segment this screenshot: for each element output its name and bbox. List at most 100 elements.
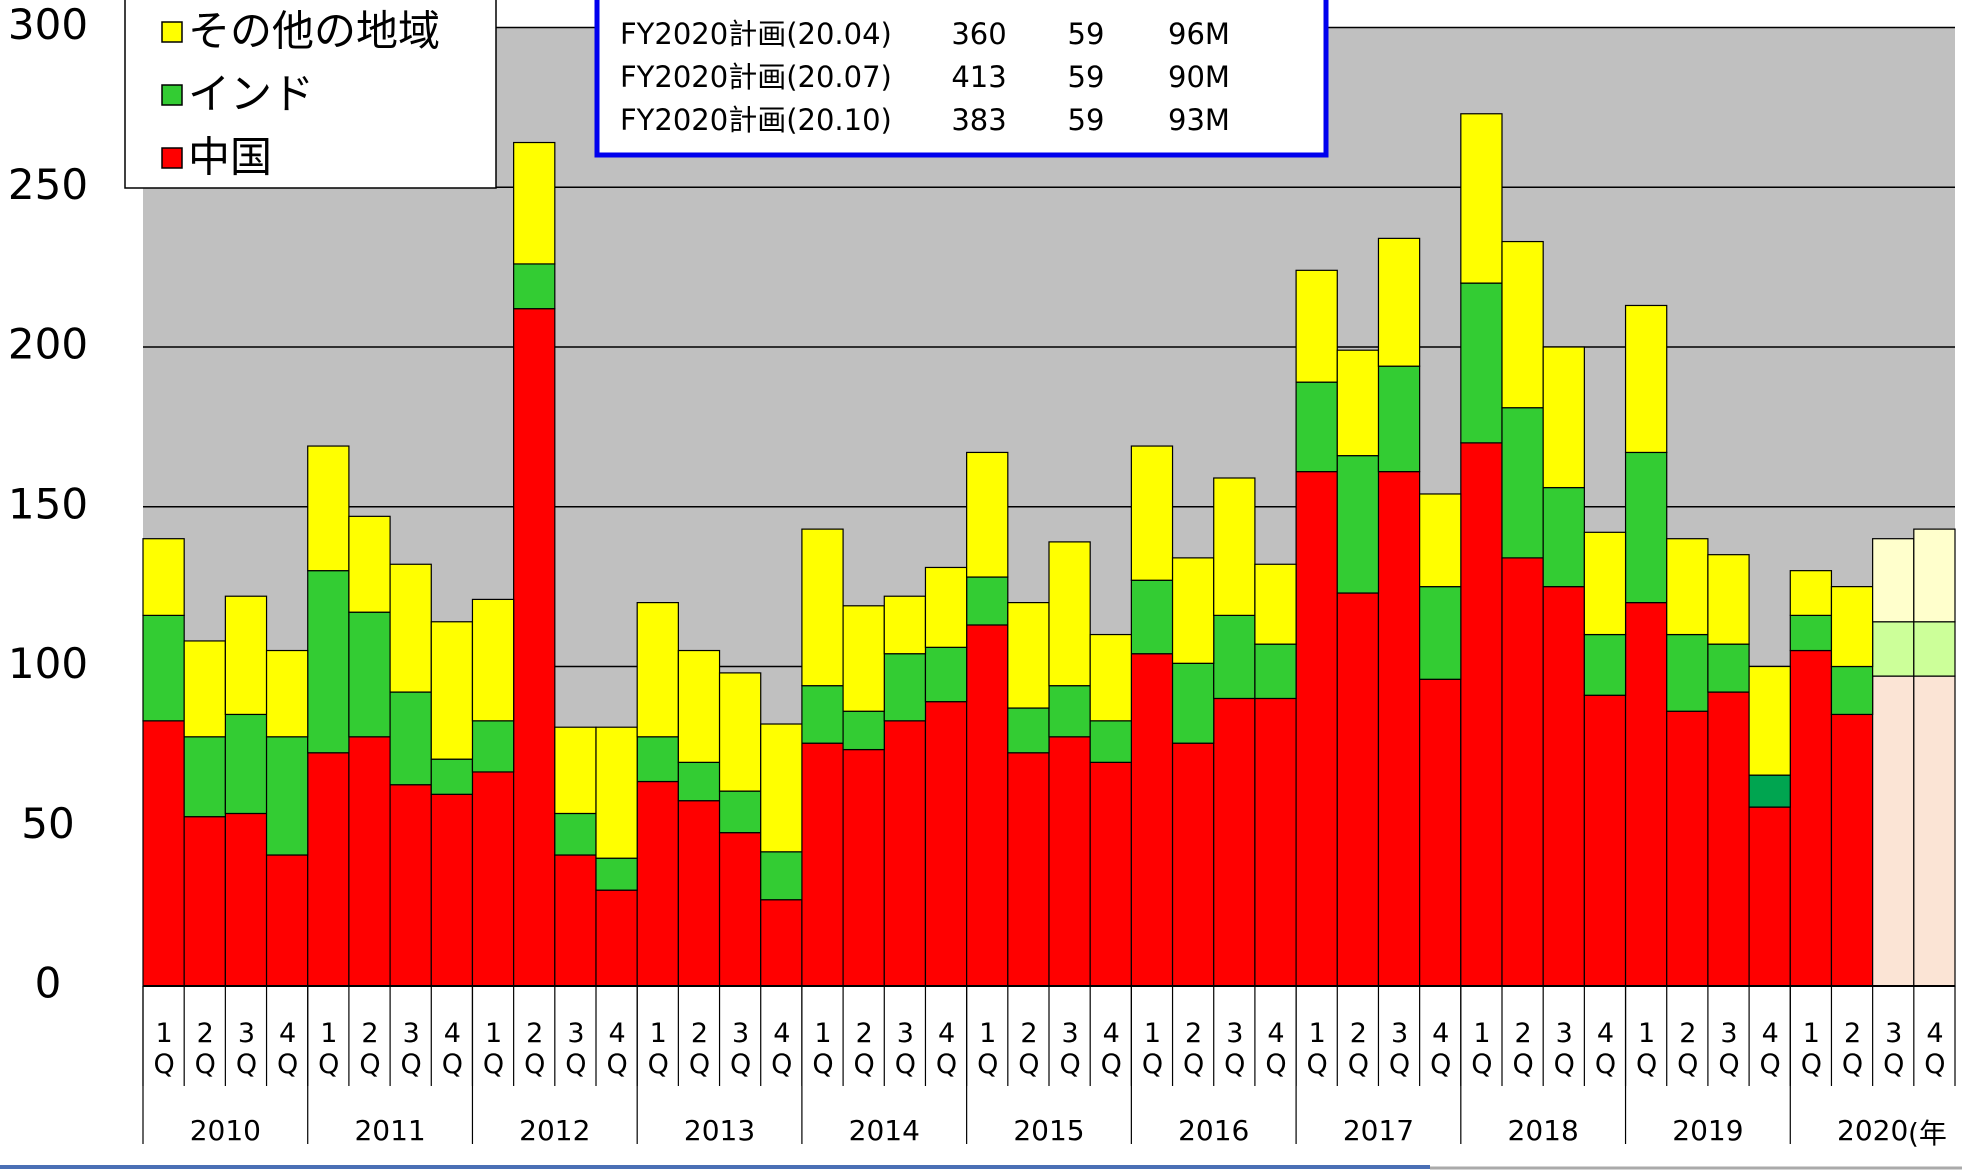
bar-segment (1872, 538, 1915, 623)
x-tick-label: 1Q (148, 1018, 180, 1080)
bar-segment (1501, 557, 1544, 987)
x-tick-label: 1Q (807, 1018, 839, 1080)
bar-segment (677, 761, 721, 802)
bar-segment (760, 851, 803, 901)
y-tick-label: 100 (8, 639, 88, 688)
bar-segment (142, 538, 185, 616)
x-tick-label: 4Q (1095, 1018, 1127, 1080)
table-cell: FY2020計画(20.10) (620, 103, 892, 137)
year-label: 2016 (1178, 1114, 1249, 1147)
bar-segment (1089, 720, 1132, 763)
bar-segment (183, 736, 226, 818)
bar-segment (1666, 538, 1709, 636)
bar-segment (1707, 554, 1750, 645)
bar-segment (1460, 113, 1503, 284)
x-tick-label: 3Q (725, 1018, 757, 1080)
x-tick-label: 4Q (766, 1018, 798, 1080)
x-tick-label: 3Q (230, 1018, 262, 1080)
bar-segment (1130, 653, 1174, 987)
bar-segment (265, 736, 309, 856)
bar-segment (636, 780, 679, 987)
bar-segment (307, 752, 350, 987)
bar-segment (224, 812, 268, 987)
bar-segment (1048, 736, 1091, 987)
bar-segment (1830, 586, 1874, 668)
year-label: 2015 (1013, 1114, 1084, 1147)
x-tick-label: 4Q (436, 1018, 468, 1080)
bar-segment (1542, 586, 1585, 987)
x-tick-label: 3Q (1219, 1018, 1251, 1080)
bar-segment (1913, 621, 1956, 677)
bar-segment (1336, 455, 1380, 594)
x-tick-label: 4Q (1260, 1018, 1292, 1080)
bar-segment (966, 624, 1009, 987)
bar-segment (1171, 742, 1215, 987)
x-tick-label: 3Q (1054, 1018, 1086, 1080)
year-label: 2018 (1508, 1114, 1579, 1147)
bar-segment (1254, 643, 1297, 700)
x-tick-label: 4Q (1425, 1018, 1457, 1080)
bar-segment (1624, 601, 1668, 987)
bar-segment (677, 800, 721, 987)
y-tick-label: 300 (8, 0, 88, 49)
bar-segment (1666, 633, 1709, 712)
bar-segment (1748, 774, 1791, 808)
bar-segment (1419, 678, 1462, 987)
bar-segment (430, 758, 474, 795)
bar-segment (430, 793, 474, 987)
bar-segment (1377, 471, 1421, 987)
x-tick-label: 2Q (683, 1018, 715, 1080)
bar-segment (348, 515, 391, 613)
bar-segment (1130, 445, 1174, 581)
x-tick-label: 4Q (272, 1018, 304, 1080)
bar-segment (842, 605, 885, 712)
year-label: 2020 (1837, 1114, 1908, 1147)
bar-segment (1007, 601, 1050, 709)
bar-segment (1789, 649, 1833, 987)
year-label: 2014 (849, 1114, 920, 1147)
bar-segment (924, 646, 968, 703)
bar-segment (1048, 541, 1091, 687)
bar-segment (1542, 346, 1585, 489)
bar-segment (636, 736, 679, 783)
bar-segment (224, 595, 268, 716)
year-label: 2019 (1672, 1114, 1743, 1147)
bar-segment (595, 726, 638, 859)
bar-segment (142, 614, 185, 722)
bar-segment (966, 451, 1009, 578)
bar-segment (1213, 614, 1256, 700)
x-unit: (年 (1908, 1117, 1947, 1150)
x-tick-label: 2Q (1013, 1018, 1045, 1080)
bar-segment (1624, 451, 1668, 604)
bar-segment (1007, 752, 1050, 987)
legend-label: インド (188, 70, 314, 119)
legend-swatch (161, 21, 183, 43)
x-tick-label: 4Q (1919, 1018, 1951, 1080)
bar-segment (1583, 694, 1627, 987)
legend-label: 中国 (188, 133, 272, 182)
x-tick-label: 1Q (478, 1018, 510, 1080)
bar-segment (1583, 531, 1627, 636)
table-cell: 360 (951, 17, 1006, 51)
bar-segment (513, 263, 556, 310)
bar-segment (595, 857, 638, 891)
x-tick-label: 4Q (601, 1018, 633, 1080)
year-label: 2012 (519, 1114, 590, 1147)
bar-segment (1213, 697, 1256, 987)
bar-segment (471, 720, 515, 773)
y-tick-label: 250 (8, 160, 88, 209)
bar-segment (554, 726, 597, 815)
bar-segment (183, 640, 226, 738)
bar-segment (430, 621, 474, 760)
x-tick-label: 1Q (1301, 1018, 1333, 1080)
bar-segment (1419, 493, 1462, 588)
bar-segment (1130, 579, 1174, 655)
bar-segment (183, 816, 226, 987)
x-tick-label: 2Q (1507, 1018, 1539, 1080)
bar-segment (883, 595, 927, 655)
legend-label: その他の地域 (188, 7, 440, 56)
bar-segment (265, 649, 309, 738)
bar-segment (718, 672, 762, 792)
bar-segment (1295, 381, 1338, 473)
bar-segment (1542, 486, 1585, 588)
